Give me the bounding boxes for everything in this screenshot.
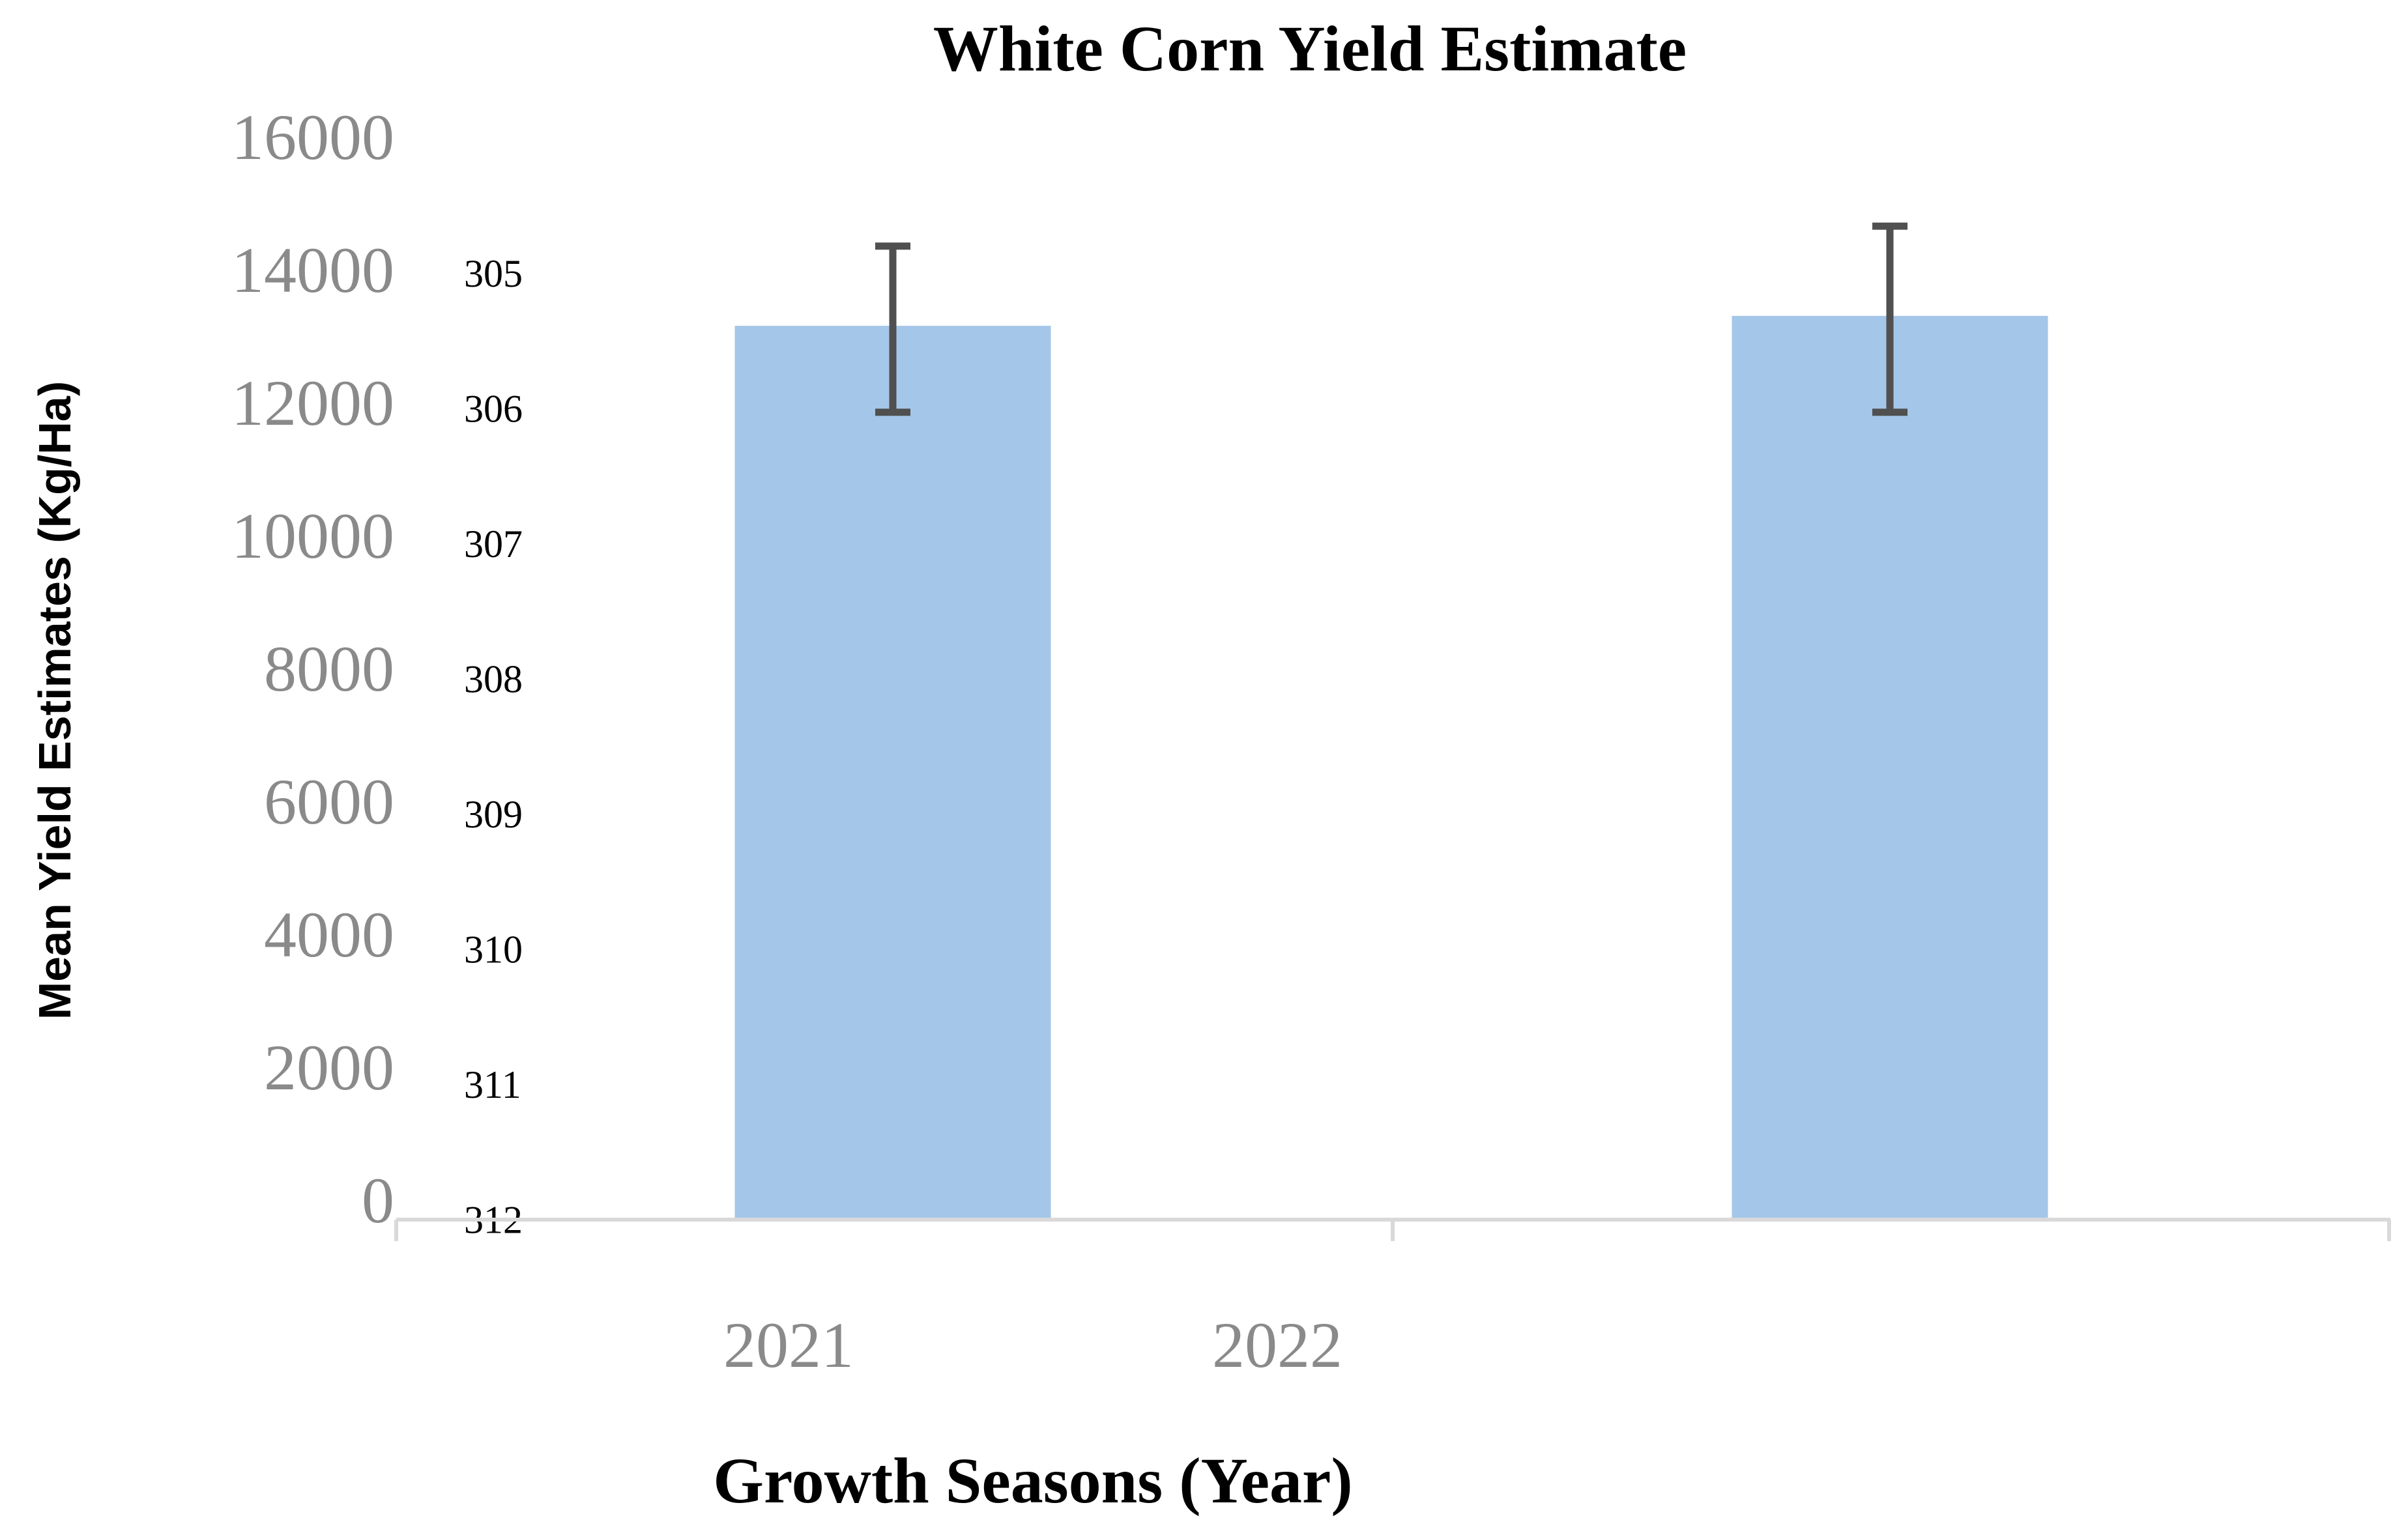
line-number: 309 [464,793,523,836]
y-tick-label: 16000 [231,101,394,173]
line-number: 307 [464,523,523,566]
y-axis-ticks: 0 2000 4000 6000 8000 10000 12000 14000 16000 [231,101,394,1237]
bar [734,326,1051,1220]
y-tick-label: 8000 [264,633,394,705]
x-tick-label: 2021 [723,1309,854,1381]
bars [734,315,2048,1220]
chart-title: White Corn Yield Estimate [933,12,1687,85]
y-tick-label: 0 [362,1164,394,1237]
x-axis-category-labels: 2021 2022 [723,1309,1342,1381]
error-bar [875,242,910,416]
y-tick-label: 12000 [231,367,394,439]
y-tick-label: 2000 [264,1031,394,1104]
y-tick-label: 6000 [264,766,394,838]
line-number: 310 [464,928,523,971]
line-number: 305 [464,252,523,295]
error-bars [875,222,1908,416]
y-tick-label: 10000 [231,500,394,572]
y-tick-label: 14000 [231,234,394,306]
x-axis-label: Growth Seasons (Year) [713,1444,1352,1517]
line-number: 311 [464,1063,521,1106]
line-number: 306 [464,388,523,431]
y-tick-label: 4000 [264,898,394,971]
error-bar [1872,222,1908,416]
x-tick-label: 2022 [1212,1309,1342,1381]
line-number: 308 [464,658,523,701]
bar [1732,315,2048,1220]
x-axis [394,1218,2391,1241]
y-axis-label: Mean Yield Estimates (Kg/Ha) [29,381,80,1020]
